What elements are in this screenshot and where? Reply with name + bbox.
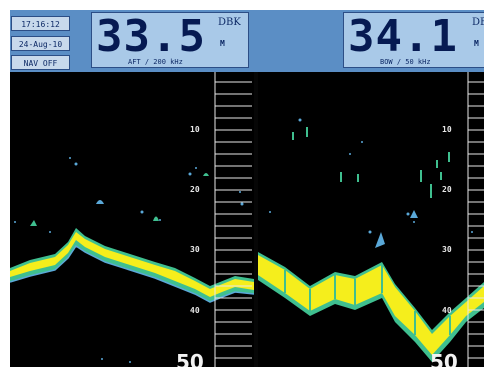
aft-depth-tick-30: 30 xyxy=(190,245,200,254)
header-bar: 17:16:12 24-Aug-10 NAV OFF 33.5 DBK M AF… xyxy=(10,10,484,72)
bow-depth-range-label: 50 xyxy=(430,350,458,367)
bow-echogram xyxy=(258,72,484,367)
echosounder-screen: 17:16:12 24-Aug-10 NAV OFF 33.5 DBK M AF… xyxy=(10,10,484,367)
aft-depth-value: 33.5 xyxy=(96,11,206,62)
panel-divider xyxy=(254,72,258,367)
aft-echogram xyxy=(10,72,255,367)
bow-depth-tick-20: 20 xyxy=(442,185,452,194)
aft-depth-tick-40: 40 xyxy=(190,306,200,315)
aft-depth-panel: 33.5 DBK M AFT / 200 kHz xyxy=(91,12,249,68)
bow-depth-tick-30: 30 xyxy=(442,245,452,254)
bow-depth-value: 34.1 xyxy=(348,11,458,62)
aft-unit: DBK xyxy=(218,17,241,28)
aft-depth-tick-10: 10 xyxy=(190,125,200,134)
echogram-display xyxy=(10,72,484,367)
bow-depth-panel: 34.1 DB M BOW / 50 kHz xyxy=(343,12,484,68)
date-display: 24-Aug-10 xyxy=(11,36,70,51)
bow-frequency-label: BOW / 50 kHz xyxy=(380,58,431,66)
bow-unit: DB xyxy=(472,17,484,28)
aft-frequency-label: AFT / 200 kHz xyxy=(128,58,183,66)
bow-depth-tick-10: 10 xyxy=(442,125,452,134)
aft-depth-tick-20: 20 xyxy=(190,185,200,194)
bow-depth-tick-40: 40 xyxy=(442,306,452,315)
aft-depth-range-label: 50 xyxy=(176,350,204,367)
aft-unit-meters: M xyxy=(220,39,225,48)
time-display: 17:16:12 xyxy=(11,16,70,31)
bow-unit-meters: M xyxy=(474,39,479,48)
nav-status-button[interactable]: NAV OFF xyxy=(11,55,70,70)
